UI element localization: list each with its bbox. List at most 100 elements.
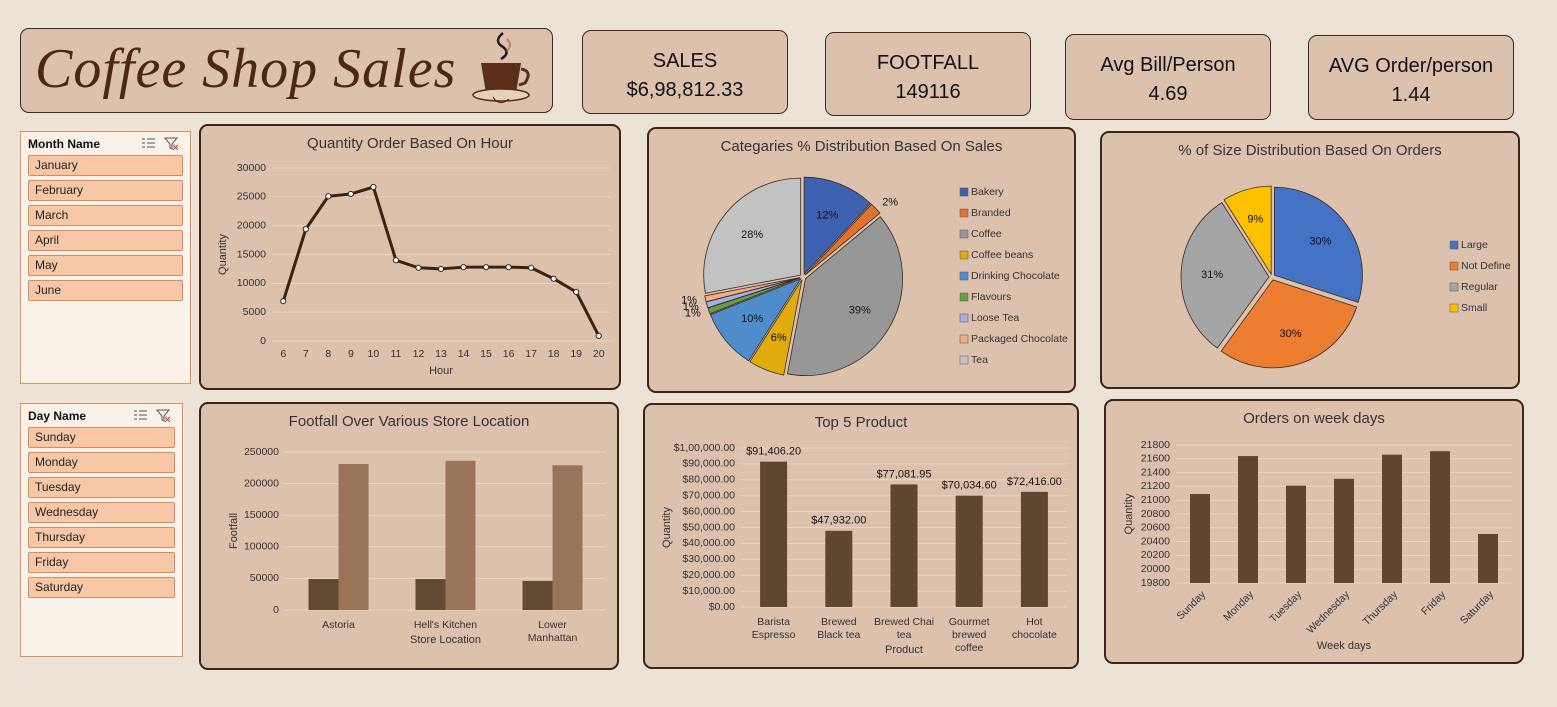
slicer-icons[interactable] <box>132 408 174 422</box>
slicer-item[interactable]: Saturday <box>28 577 175 598</box>
legend-label: Not Define <box>1461 260 1511 272</box>
slicer: Day Name Sunday Monday Tuesday Wednesday Thu… <box>20 403 183 657</box>
slicer-item[interactable]: Thursday <box>28 527 175 548</box>
kpi-label: AVG Order/person <box>1328 55 1494 77</box>
pie-slice <box>703 177 802 294</box>
legend-swatch <box>1449 261 1459 271</box>
data-label: $77,081.95 <box>876 468 931 480</box>
x-axis-label: Store Location <box>410 634 481 646</box>
slicer-item[interactable]: Sunday <box>28 427 175 448</box>
data-label: 30% <box>1309 236 1331 248</box>
legend-swatch <box>959 229 969 239</box>
slicer-item[interactable]: March <box>28 205 183 226</box>
chart: Quantity Order Based On Hour 0 5000 10000 15… <box>217 135 610 377</box>
data-label: $91,406.20 <box>746 446 801 458</box>
x-tick-label: Gourmet brewed coffee <box>948 616 990 654</box>
legend-label: Drinking Chocolate <box>971 270 1060 282</box>
x-tick-label: Hot chocolate <box>1011 616 1057 641</box>
kpi-label: SALES <box>652 50 718 72</box>
data-label: 28% <box>741 229 763 241</box>
y-tick-label: 21600 <box>1141 453 1170 465</box>
chart-title: % of Size Distribution Based On Orders <box>1178 142 1441 159</box>
x-tick-label: Brewed Chai tea <box>873 616 935 641</box>
bar <box>955 495 983 607</box>
y-tick-label: 20000 <box>237 219 266 231</box>
kpi-card: FOOTFALL 149116 <box>825 32 1031 116</box>
point <box>437 265 445 273</box>
legend-label: Regular <box>1461 281 1498 293</box>
point <box>595 332 602 339</box>
point <box>370 183 377 191</box>
y-tick-label: 250000 <box>244 446 279 458</box>
x-axis-label: Hour <box>429 365 453 377</box>
y-tick-label: 200000 <box>244 477 279 489</box>
legend-label: Tea <box>971 354 988 366</box>
x-tick-label: 19 <box>570 348 582 360</box>
x-axis-label: Week days <box>1317 640 1372 652</box>
y-tick-label: 0 <box>273 604 279 616</box>
logo <box>472 32 530 103</box>
point <box>528 264 535 271</box>
y-tick-label: $50,000.00 <box>682 521 735 533</box>
bar <box>1430 451 1450 583</box>
kpi-card: SALES $6,98,812.33 <box>582 30 788 114</box>
y-tick-label: 20000 <box>1141 563 1170 575</box>
point <box>392 257 400 264</box>
x-axis-label: Product <box>885 644 923 656</box>
x-tick-label: Saturday <box>1458 588 1497 627</box>
x-tick-label: 16 <box>503 348 515 360</box>
slicer-items: January February March April May June <box>21 155 190 301</box>
dashboard-title: Coffee Shop Sales <box>35 38 457 100</box>
slicer-item[interactable]: February <box>28 180 183 201</box>
kpi-card: Avg Bill/Person 4.69 <box>1065 34 1271 120</box>
x-tick-label: 18 <box>548 348 560 360</box>
slicer-item[interactable]: Friday <box>28 552 175 573</box>
point <box>280 298 287 305</box>
slicer-icons[interactable] <box>140 136 182 150</box>
slicer-item[interactable]: Tuesday <box>28 477 175 498</box>
bar <box>825 530 853 607</box>
point <box>415 264 422 271</box>
y-tick-label: $80,000.00 <box>682 474 735 486</box>
bar <box>1020 491 1048 607</box>
chart-panel: % of Size Distribution Based On Orders 30… <box>1100 131 1520 389</box>
chart-panel: Orders on week days 19800 20000 20200 20400 2… <box>1104 399 1524 664</box>
x-tick-label: Barista Espresso <box>751 616 796 641</box>
legend-label: Coffee beans <box>971 249 1033 261</box>
y-tick-label: 21000 <box>1141 494 1170 506</box>
chart-panel: Quantity Order Based On Hour 0 5000 10000 15… <box>199 124 621 390</box>
kpi-value: 149116 <box>895 81 961 103</box>
x-tick-label: Tuesday <box>1267 588 1304 625</box>
data-label: 30% <box>1279 328 1301 340</box>
pie-slice <box>704 277 801 303</box>
data-label: 1% <box>681 295 697 307</box>
legend-swatch <box>959 355 969 365</box>
y-tick-label: $60,000.00 <box>682 505 735 517</box>
x-tick-label: 15 <box>480 348 492 360</box>
slicer-item[interactable]: Wednesday <box>28 502 175 523</box>
y-tick-label: 15000 <box>237 248 266 260</box>
bar <box>1478 534 1498 583</box>
slicer-item[interactable]: January <box>28 155 183 176</box>
x-tick-label: Hell's Kitchen <box>413 619 478 631</box>
x-tick-label: Lower Manhattan <box>527 619 578 644</box>
kpi-value: 1.44 <box>1391 84 1431 106</box>
slicer: Month Name January February March April May J… <box>20 131 191 384</box>
point <box>482 264 490 271</box>
data-label: 10% <box>741 313 763 325</box>
slicer-item[interactable]: April <box>28 230 183 251</box>
pie-slice <box>803 176 872 276</box>
bar <box>415 579 446 610</box>
legend-swatch <box>959 250 969 260</box>
bar <box>890 484 918 607</box>
point <box>302 226 309 233</box>
y-axis-label: Quantity <box>1123 493 1135 534</box>
bar <box>552 465 583 610</box>
chart: Categaries % Distribution Based On Sales… <box>681 138 1068 376</box>
x-tick-label: Thursday <box>1361 588 1401 628</box>
slicer-item[interactable]: May <box>28 255 183 276</box>
slicer-item[interactable]: Monday <box>28 452 175 473</box>
slicer-item[interactable]: June <box>28 280 183 301</box>
kpi-value: 4.69 <box>1148 83 1188 105</box>
header: Coffee Shop Sales <box>20 28 553 113</box>
